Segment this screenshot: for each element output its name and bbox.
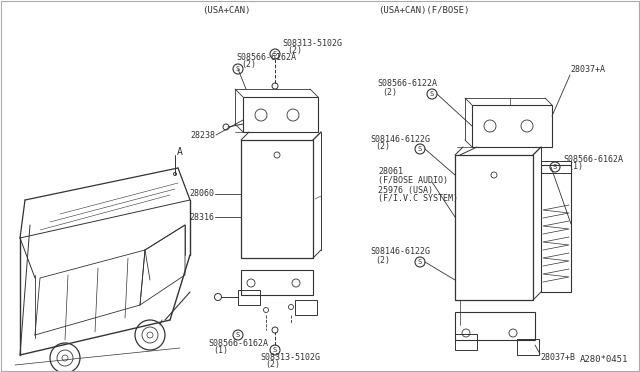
Text: (1): (1) xyxy=(568,161,583,170)
Text: S: S xyxy=(553,164,557,170)
Text: (F/BOSE AUDIO): (F/BOSE AUDIO) xyxy=(378,176,448,186)
Bar xyxy=(455,155,533,300)
Text: S: S xyxy=(236,66,240,72)
Text: S08566-6162A: S08566-6162A xyxy=(236,52,296,61)
Bar xyxy=(472,105,552,147)
Bar xyxy=(541,165,571,292)
Text: S: S xyxy=(273,347,277,353)
Text: A280*0451: A280*0451 xyxy=(580,355,628,364)
Bar xyxy=(241,140,313,258)
Text: (F/I.V.C SYSTEM): (F/I.V.C SYSTEM) xyxy=(378,195,458,203)
Text: 28238: 28238 xyxy=(190,131,215,140)
Text: S08566-6162A: S08566-6162A xyxy=(563,154,623,164)
Text: S: S xyxy=(418,259,422,265)
Bar xyxy=(455,334,477,350)
Text: S08566-6122A: S08566-6122A xyxy=(377,80,437,89)
Text: 28037+B: 28037+B xyxy=(540,353,575,362)
Text: (2): (2) xyxy=(382,87,397,96)
Bar xyxy=(541,161,571,173)
Text: (2): (2) xyxy=(265,360,280,369)
Text: S08313-5102G: S08313-5102G xyxy=(260,353,320,362)
Text: 28037+A: 28037+A xyxy=(570,65,605,74)
Bar xyxy=(455,312,535,340)
Text: S: S xyxy=(236,332,240,338)
Text: S: S xyxy=(418,146,422,152)
Text: (2): (2) xyxy=(287,46,302,55)
Text: A: A xyxy=(177,147,183,157)
Text: (1): (1) xyxy=(213,346,228,355)
Text: S08146-6122G: S08146-6122G xyxy=(370,135,430,144)
Text: 28316: 28316 xyxy=(189,212,214,221)
Bar xyxy=(238,290,260,305)
Bar xyxy=(241,270,313,295)
Bar xyxy=(517,339,539,355)
Text: (USA+CAN): (USA+CAN) xyxy=(202,6,250,15)
Text: (2): (2) xyxy=(375,142,390,151)
Text: 25976 (USA): 25976 (USA) xyxy=(378,186,433,195)
Text: S08146-6122G: S08146-6122G xyxy=(370,247,430,257)
Text: 28061: 28061 xyxy=(378,167,403,176)
Text: 28060: 28060 xyxy=(189,189,214,199)
Bar xyxy=(295,300,317,315)
Text: (USA+CAN)(F/BOSE): (USA+CAN)(F/BOSE) xyxy=(378,6,469,15)
Text: (2): (2) xyxy=(375,256,390,264)
Text: (2): (2) xyxy=(241,60,256,68)
Text: S08313-5102G: S08313-5102G xyxy=(282,39,342,48)
Text: S: S xyxy=(430,91,434,97)
Text: S08566-6162A: S08566-6162A xyxy=(208,339,268,347)
Bar xyxy=(243,97,318,132)
Text: S: S xyxy=(273,51,277,57)
